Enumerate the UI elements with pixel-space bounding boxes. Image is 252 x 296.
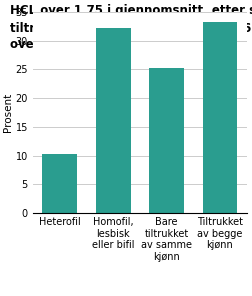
- Text: HCL over 1,75 i gjennomsnitt, etter seksuell
tiltrekning og identitet. Personer : HCL over 1,75 i gjennomsnitt, etter seks…: [10, 4, 252, 52]
- Y-axis label: Prosent: Prosent: [3, 93, 13, 132]
- Bar: [43, 155, 77, 213]
- Bar: [96, 28, 131, 213]
- Bar: [203, 22, 237, 213]
- Bar: [149, 68, 184, 213]
